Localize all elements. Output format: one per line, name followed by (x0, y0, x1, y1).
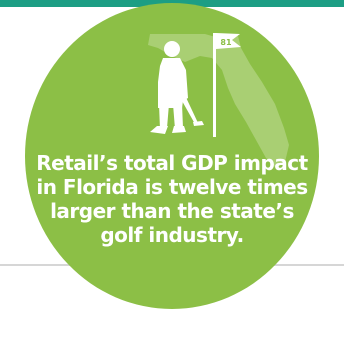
golf-flag-icon: 81 (213, 33, 241, 137)
retail-gdp-statement: Retail’s total GDP impact in Florida is … (36, 151, 308, 247)
florida-map-icon (148, 34, 289, 168)
flag-label: 81 (220, 38, 232, 47)
golfer-icon (150, 41, 204, 134)
